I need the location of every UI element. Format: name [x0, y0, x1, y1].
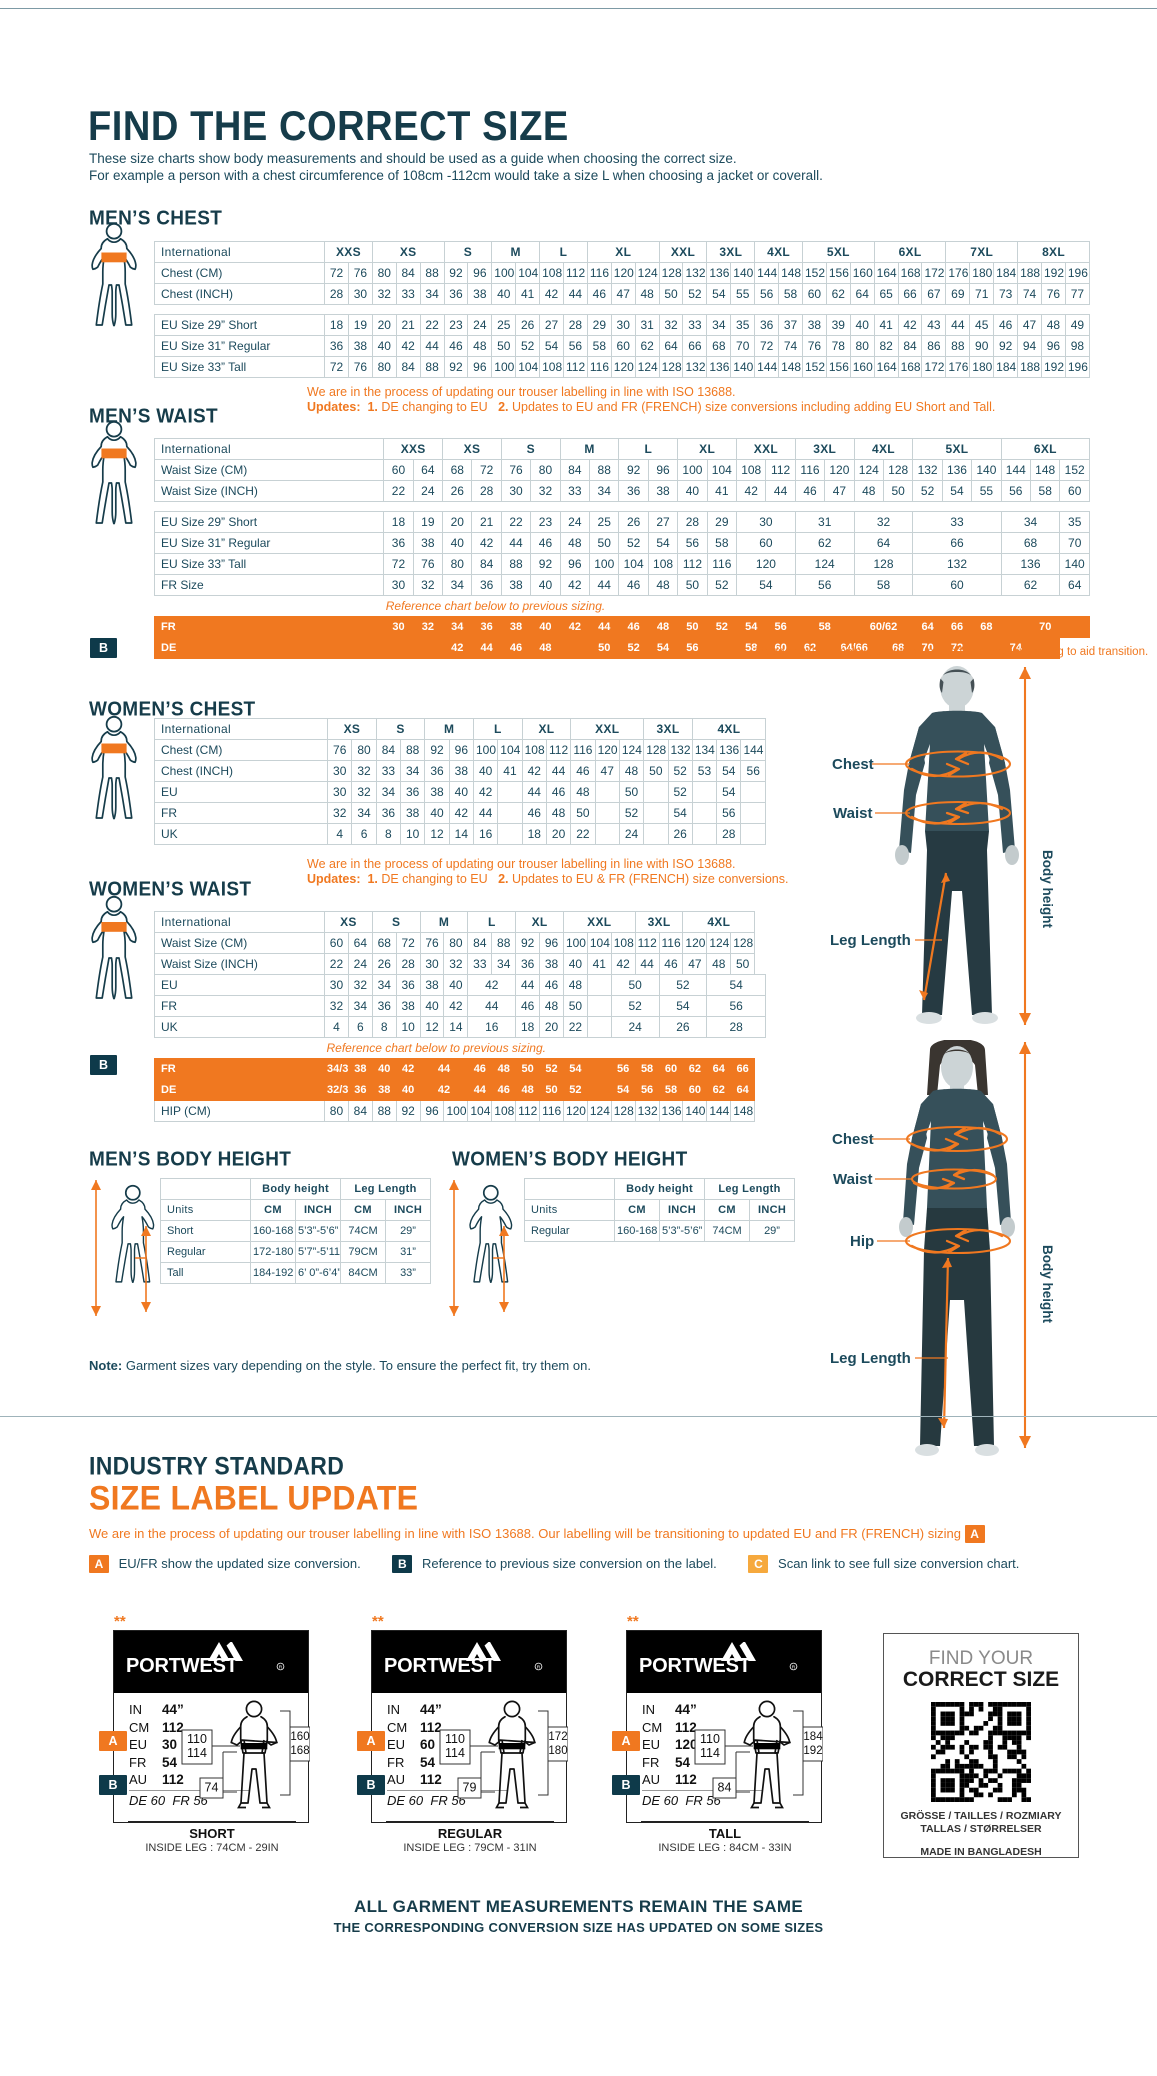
svg-text:172: 172	[548, 1731, 567, 1743]
svg-text:Leg Length: Leg Length	[830, 932, 911, 949]
svg-text:PORTWEST: PORTWEST	[384, 1655, 496, 1677]
svg-text:168: 168	[290, 1745, 309, 1757]
svg-text:Chest: Chest	[832, 1131, 874, 1148]
svg-text:84: 84	[718, 1781, 732, 1795]
svg-text:79: 79	[463, 1781, 477, 1795]
svg-text:160: 160	[290, 1731, 309, 1743]
svg-text:110: 110	[700, 1732, 720, 1746]
svg-text:Body height: Body height	[1040, 850, 1055, 928]
svg-text:180: 180	[548, 1745, 567, 1757]
svg-text:114: 114	[700, 1746, 720, 1760]
svg-text:184: 184	[803, 1731, 823, 1743]
svg-text:PORTWEST: PORTWEST	[639, 1655, 751, 1677]
svg-text:192: 192	[803, 1745, 822, 1757]
svg-text:Waist: Waist	[833, 805, 872, 822]
svg-text:Body height: Body height	[1040, 1245, 1055, 1323]
svg-text:114: 114	[187, 1746, 207, 1760]
svg-text:Waist: Waist	[833, 1171, 872, 1188]
svg-text:114: 114	[445, 1746, 465, 1760]
svg-text:PORTWEST: PORTWEST	[126, 1655, 238, 1677]
svg-text:R: R	[792, 1665, 796, 1671]
svg-text:R: R	[279, 1665, 283, 1671]
svg-text:R: R	[537, 1665, 541, 1671]
svg-text:Leg Length: Leg Length	[830, 1350, 911, 1367]
svg-text:74: 74	[205, 1781, 219, 1795]
svg-text:110: 110	[187, 1732, 207, 1746]
svg-text:Chest: Chest	[832, 756, 874, 773]
svg-text:Hip: Hip	[850, 1233, 874, 1250]
svg-text:110: 110	[445, 1732, 465, 1746]
